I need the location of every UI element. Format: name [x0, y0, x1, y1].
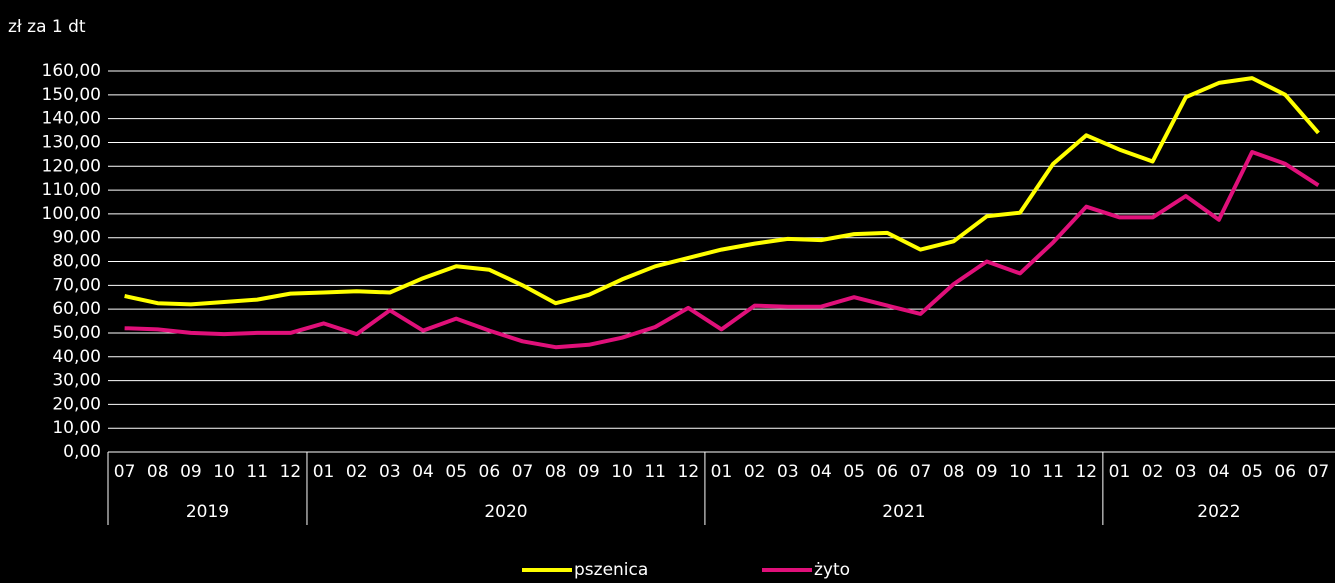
x-tick-label: 06	[876, 462, 898, 482]
y-tick-label: 60,00	[52, 299, 101, 319]
x-tick-label: 12	[1075, 462, 1097, 482]
x-group-label: 2019	[186, 502, 229, 522]
x-tick-label: 05	[843, 462, 865, 482]
y-tick-label: 30,00	[52, 371, 101, 391]
x-group-label: 2021	[882, 502, 925, 522]
x-tick-label: 12	[280, 462, 302, 482]
x-group-label: 2020	[484, 502, 527, 522]
x-tick-label: 07	[1308, 462, 1330, 482]
y-tick-label: 120,00	[42, 156, 101, 176]
x-tick-label: 02	[346, 462, 368, 482]
x-tick-label: 07	[910, 462, 932, 482]
x-tick-label: 06	[479, 462, 501, 482]
y-tick-label: 20,00	[52, 394, 101, 414]
y-tick-label: 0,00	[63, 442, 101, 462]
y-tick-label: 160,00	[42, 61, 101, 81]
x-tick-label: 07	[114, 462, 136, 482]
x-tick-label: 05	[445, 462, 467, 482]
x-tick-label: 04	[412, 462, 434, 482]
y-tick-label: 130,00	[42, 132, 101, 152]
x-tick-label: 04	[810, 462, 832, 482]
x-tick-label: 03	[379, 462, 401, 482]
x-tick-label: 06	[1274, 462, 1296, 482]
legend-label: pszenica	[574, 560, 648, 580]
x-tick-label: 09	[578, 462, 600, 482]
x-tick-label: 08	[943, 462, 965, 482]
x-tick-label: 09	[976, 462, 998, 482]
y-tick-label: 80,00	[52, 252, 101, 272]
y-axis-label: zł za 1 dt	[8, 17, 86, 37]
x-tick-label: 10	[1009, 462, 1031, 482]
x-tick-label: 01	[711, 462, 733, 482]
x-tick-label: 10	[213, 462, 235, 482]
x-tick-label: 02	[1142, 462, 1164, 482]
x-tick-label: 11	[1042, 462, 1064, 482]
x-tick-label: 01	[1109, 462, 1131, 482]
x-tick-label: 11	[644, 462, 666, 482]
x-tick-label: 11	[246, 462, 268, 482]
x-tick-label: 08	[147, 462, 169, 482]
x-group-label: 2022	[1197, 502, 1240, 522]
x-tick-label: 12	[678, 462, 700, 482]
y-tick-label: 70,00	[52, 275, 101, 295]
x-tick-label: 10	[611, 462, 633, 482]
x-tick-label: 04	[1208, 462, 1230, 482]
x-tick-label: 08	[545, 462, 567, 482]
x-tick-label: 09	[180, 462, 202, 482]
y-tick-label: 140,00	[42, 109, 101, 129]
x-tick-label: 03	[777, 462, 799, 482]
y-tick-label: 40,00	[52, 347, 101, 367]
legend-label: żyto	[814, 560, 850, 580]
x-tick-label: 07	[512, 462, 534, 482]
x-tick-label: 03	[1175, 462, 1197, 482]
x-tick-label: 05	[1241, 462, 1263, 482]
line-series	[124, 76, 1320, 307]
y-tick-label: 100,00	[42, 204, 101, 224]
y-tick-label: 150,00	[42, 85, 101, 105]
y-tick-label: 110,00	[42, 180, 101, 200]
line-series	[124, 150, 1320, 350]
x-tick-label: 01	[313, 462, 335, 482]
x-tick-label: 02	[744, 462, 766, 482]
y-tick-label: 10,00	[52, 418, 101, 438]
y-tick-label: 90,00	[52, 228, 101, 248]
y-tick-label: 50,00	[52, 323, 101, 343]
